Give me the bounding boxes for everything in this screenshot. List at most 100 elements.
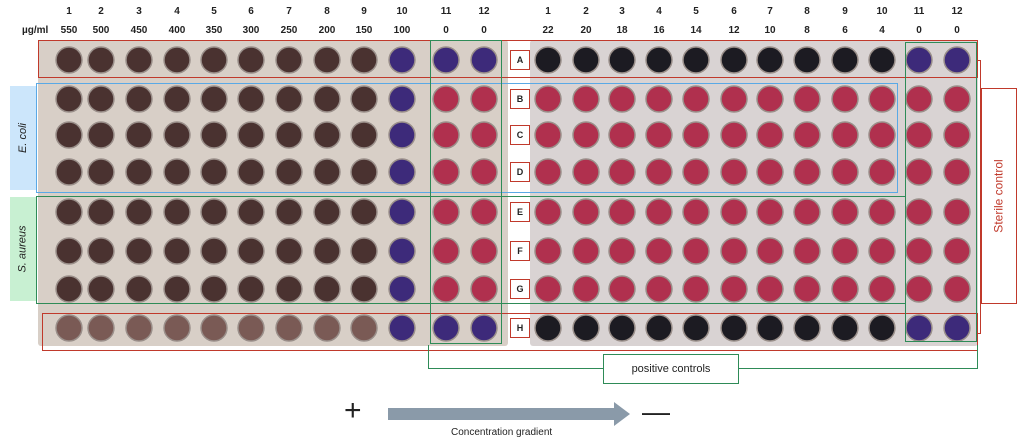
well	[868, 198, 896, 226]
well	[125, 46, 153, 74]
well	[163, 158, 191, 186]
right-column-number: 12	[951, 6, 963, 17]
left-concentration: 200	[318, 25, 336, 36]
left-column-number: 4	[174, 6, 180, 17]
well	[87, 275, 115, 303]
well	[125, 314, 153, 342]
well	[350, 314, 378, 342]
well	[55, 46, 83, 74]
well	[572, 85, 600, 113]
well	[388, 275, 416, 303]
well	[756, 121, 784, 149]
well	[534, 198, 562, 226]
row-label: D	[510, 162, 530, 182]
unit-label: µg/ml	[22, 25, 49, 36]
well	[432, 158, 460, 186]
well	[831, 121, 859, 149]
well	[313, 198, 341, 226]
well	[470, 85, 498, 113]
row-label: F	[510, 241, 530, 261]
left-concentration: 0	[481, 25, 487, 36]
well	[682, 275, 710, 303]
well	[55, 314, 83, 342]
gradient-arrow-icon	[388, 402, 630, 426]
right-concentration: 8	[804, 25, 810, 36]
well	[55, 121, 83, 149]
left-plate	[38, 40, 508, 346]
well	[868, 314, 896, 342]
well	[645, 121, 673, 149]
well	[313, 275, 341, 303]
left-column-number: 3	[136, 6, 142, 17]
well	[572, 158, 600, 186]
well	[55, 158, 83, 186]
well	[534, 158, 562, 186]
well	[163, 121, 191, 149]
well	[388, 121, 416, 149]
well	[388, 314, 416, 342]
right-concentration: 12	[728, 25, 740, 36]
well	[237, 46, 265, 74]
well	[275, 314, 303, 342]
right-concentration: 22	[542, 25, 554, 36]
right-column-number: 5	[693, 6, 699, 17]
well	[756, 198, 784, 226]
well	[831, 158, 859, 186]
well	[645, 314, 673, 342]
row-a-red-box	[38, 40, 978, 78]
well	[608, 85, 636, 113]
well	[125, 198, 153, 226]
right-concentration: 4	[879, 25, 885, 36]
well	[572, 46, 600, 74]
right-plate	[530, 40, 978, 346]
ecoli-blue-box	[36, 83, 898, 193]
well	[831, 85, 859, 113]
well	[905, 46, 933, 74]
well	[200, 46, 228, 74]
well	[237, 121, 265, 149]
well	[87, 46, 115, 74]
left-concentration: 250	[280, 25, 298, 36]
well	[432, 121, 460, 149]
well	[682, 85, 710, 113]
well	[831, 275, 859, 303]
well	[868, 237, 896, 265]
well	[237, 237, 265, 265]
well	[793, 85, 821, 113]
well	[350, 46, 378, 74]
saureus-label-box: S. aureus	[10, 197, 36, 301]
well	[237, 275, 265, 303]
well	[200, 198, 228, 226]
well	[125, 237, 153, 265]
left-concentration: 450	[130, 25, 148, 36]
well	[432, 85, 460, 113]
well	[645, 46, 673, 74]
left-concentration: 400	[168, 25, 186, 36]
well	[905, 275, 933, 303]
well	[756, 85, 784, 113]
well	[350, 85, 378, 113]
left-column-number: 7	[286, 6, 292, 17]
well	[275, 275, 303, 303]
well	[275, 237, 303, 265]
left-concentration: 550	[60, 25, 78, 36]
left-column-number: 8	[324, 6, 330, 17]
right-column-number: 6	[731, 6, 737, 17]
well	[200, 85, 228, 113]
well	[572, 275, 600, 303]
well	[608, 121, 636, 149]
well	[87, 121, 115, 149]
well	[237, 314, 265, 342]
well	[831, 237, 859, 265]
well	[388, 46, 416, 74]
well	[55, 275, 83, 303]
well	[534, 121, 562, 149]
well	[943, 85, 971, 113]
well	[608, 314, 636, 342]
well	[793, 198, 821, 226]
well	[125, 158, 153, 186]
left-column-number: 9	[361, 6, 367, 17]
well	[163, 85, 191, 113]
well	[388, 237, 416, 265]
